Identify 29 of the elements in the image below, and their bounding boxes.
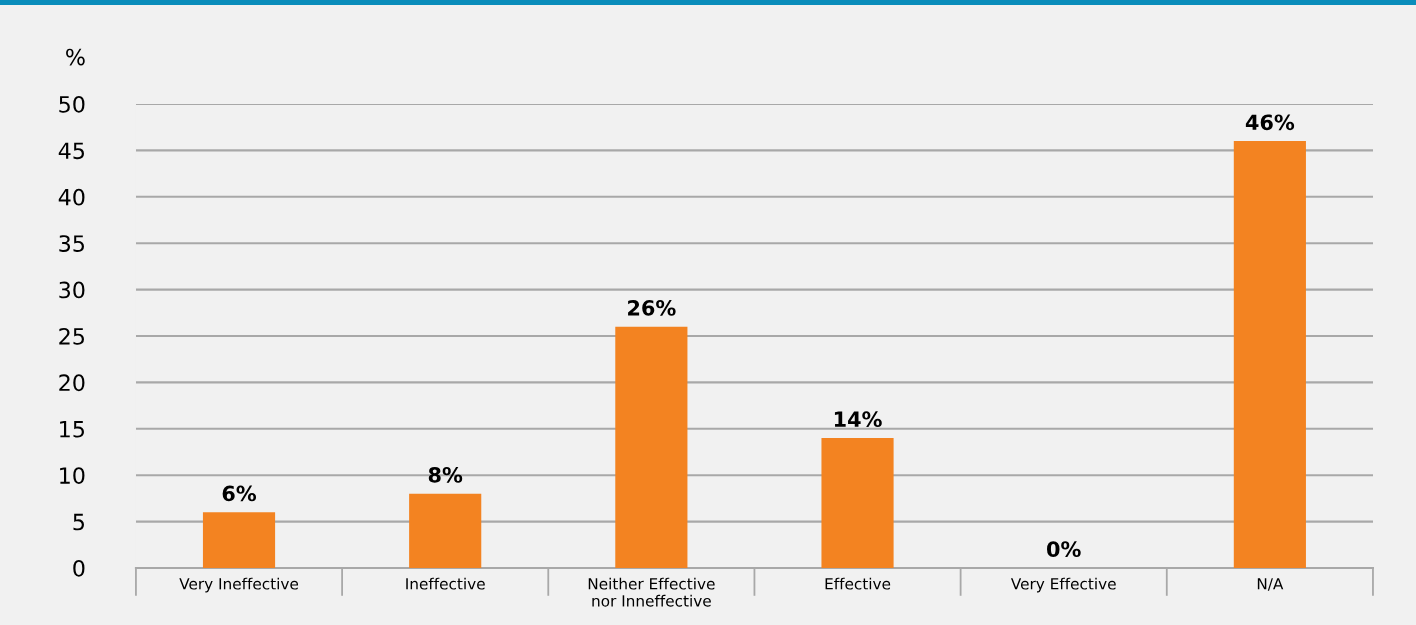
y-tick-label: 15 <box>60 421 84 438</box>
x-tick-label: Ineffective <box>406 577 485 590</box>
data-label: 26% <box>628 299 676 316</box>
bar <box>202 512 276 568</box>
bar <box>615 326 688 568</box>
data-label: 14% <box>834 411 882 428</box>
x-tick-label: N/A <box>1257 578 1284 591</box>
data-label: 0% <box>1047 541 1081 558</box>
data-label: 6% <box>222 485 257 502</box>
y-tick-label: 50 <box>59 95 85 113</box>
x-tick-label: Very Effective <box>1010 577 1116 593</box>
y-tick-label: 40 <box>58 188 85 206</box>
x-tick-label: Neither Effective nor Inneffective <box>588 577 715 607</box>
y-tick-label: 5 <box>73 513 84 531</box>
data-label: 8% <box>428 467 463 483</box>
y-tick-label: 0 <box>73 559 85 577</box>
y-tick-label: 20 <box>59 374 85 392</box>
y-tick-label: 10 <box>60 467 85 484</box>
x-tick-label: Very Ineffective <box>179 577 299 593</box>
y-tick-label: 35 <box>59 235 84 252</box>
bar <box>1233 141 1306 568</box>
x-tick-label: Effective <box>825 577 891 590</box>
bar <box>821 438 894 568</box>
y-tick-label: 25 <box>59 327 84 345</box>
data-label: 46% <box>1245 114 1295 131</box>
bar <box>409 493 482 568</box>
y-tick-label: 45 <box>58 142 84 160</box>
y-tick-label: 30 <box>59 281 85 299</box>
y-axis-title: % <box>66 48 85 66</box>
